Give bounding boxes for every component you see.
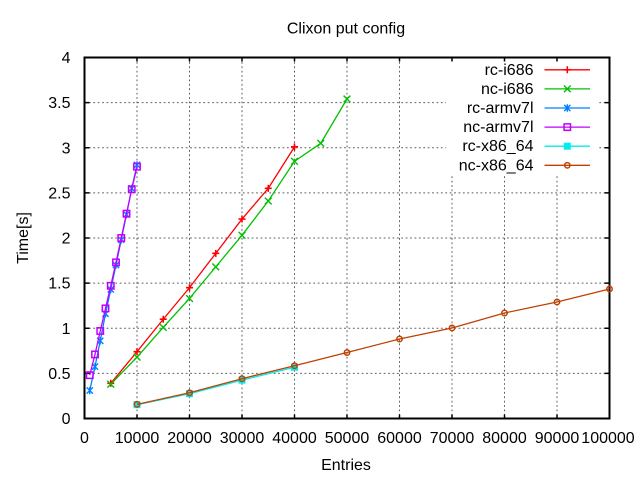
- svg-text:rc-armv7l: rc-armv7l: [467, 100, 534, 117]
- svg-text:1.5: 1.5: [48, 276, 70, 293]
- svg-text:rc-i686: rc-i686: [485, 62, 534, 79]
- svg-text:2: 2: [62, 231, 71, 248]
- svg-text:3.5: 3.5: [48, 95, 70, 112]
- svg-text:2.5: 2.5: [48, 185, 70, 202]
- svg-text:Time[s]: Time[s]: [15, 212, 32, 264]
- svg-text:4: 4: [62, 50, 71, 67]
- svg-text:50000: 50000: [325, 430, 370, 447]
- svg-text:rc-x86_64: rc-x86_64: [462, 138, 533, 155]
- svg-text:nc-x86_64: nc-x86_64: [459, 157, 534, 174]
- svg-text:0.5: 0.5: [48, 366, 70, 383]
- svg-text:0: 0: [62, 411, 71, 428]
- svg-text:60000: 60000: [377, 430, 422, 447]
- svg-text:Clixon put config: Clixon put config: [287, 21, 405, 38]
- svg-text:100000: 100000: [581, 430, 634, 447]
- svg-text:Entries: Entries: [321, 457, 371, 474]
- svg-text:70000: 70000: [430, 430, 475, 447]
- svg-text:nc-i686: nc-i686: [481, 81, 534, 98]
- svg-text:nc-armv7l: nc-armv7l: [463, 119, 533, 136]
- svg-text:0: 0: [80, 430, 89, 447]
- svg-text:3: 3: [62, 140, 71, 157]
- svg-text:10000: 10000: [115, 430, 160, 447]
- svg-text:20000: 20000: [167, 430, 212, 447]
- svg-text:1: 1: [62, 321, 71, 338]
- svg-text:40000: 40000: [272, 430, 317, 447]
- svg-text:80000: 80000: [482, 430, 527, 447]
- svg-text:30000: 30000: [220, 430, 265, 447]
- svg-text:90000: 90000: [535, 430, 580, 447]
